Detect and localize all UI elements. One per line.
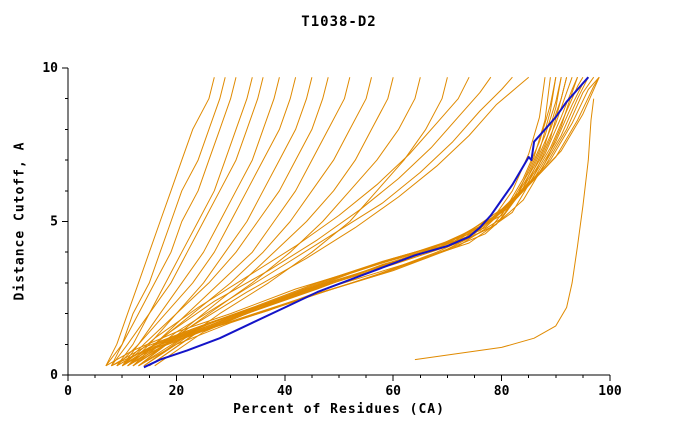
x-tick-label: 80 <box>494 384 510 399</box>
model-line <box>143 77 448 367</box>
x-tick-label: 100 <box>598 384 622 399</box>
x-tick-label: 0 <box>64 384 72 399</box>
model-line <box>138 76 530 367</box>
chart-title: T1038-D2 <box>301 14 377 30</box>
model-line <box>138 77 578 367</box>
model-line <box>138 77 394 367</box>
model-line <box>132 76 589 367</box>
model-line <box>105 77 237 367</box>
model-line <box>121 77 573 367</box>
x-tick-label: 40 <box>277 384 293 399</box>
y-tick-label: 0 <box>50 368 58 383</box>
y-tick-label: 5 <box>50 215 58 230</box>
model-line <box>121 76 470 367</box>
model-line <box>105 77 215 367</box>
model-line <box>127 77 372 367</box>
model-line <box>121 77 280 367</box>
model-line <box>121 77 329 367</box>
x-tick-label: 20 <box>169 384 185 399</box>
model-line <box>127 77 313 367</box>
model-line <box>105 77 546 367</box>
x-axis-label: Percent of Residues (CA) <box>233 402 445 417</box>
y-tick-label: 10 <box>42 61 58 76</box>
model-outlier-line <box>414 98 595 361</box>
y-axis-label: Distance Cutoff, A <box>12 141 28 301</box>
x-tick-label: 60 <box>385 384 401 399</box>
model-line <box>110 77 226 367</box>
model-line <box>154 76 600 367</box>
model-line <box>121 77 562 367</box>
model-line <box>132 77 351 367</box>
model-line <box>116 77 253 367</box>
model-line <box>127 77 568 367</box>
model-line <box>111 77 264 367</box>
model-line <box>132 77 421 367</box>
highlighted-model-line <box>143 76 590 369</box>
model-line <box>132 76 584 367</box>
model-line <box>127 76 492 367</box>
model-line <box>116 77 297 367</box>
model-line <box>132 76 513 367</box>
